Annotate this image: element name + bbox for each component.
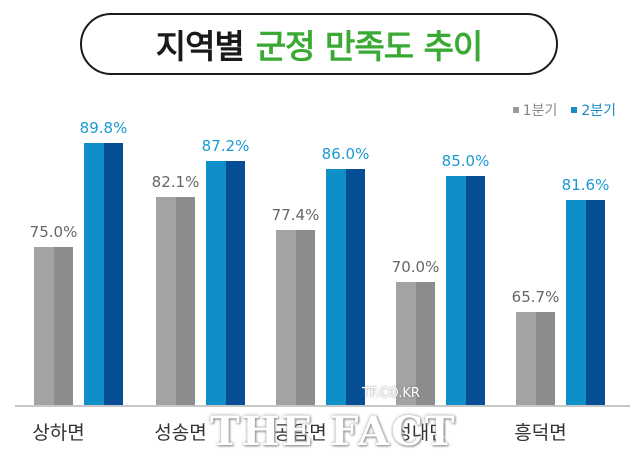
bar-q2 bbox=[206, 161, 245, 405]
bar-q2 bbox=[84, 143, 123, 405]
legend: 1분기 2분기 bbox=[512, 100, 616, 120]
value-label: 87.2% bbox=[201, 137, 250, 155]
legend-item-q1: 1분기 bbox=[512, 100, 558, 120]
bar-q1 bbox=[34, 247, 73, 405]
category-label: 흥덕면 bbox=[514, 422, 567, 444]
value-label: 85.0% bbox=[441, 152, 490, 170]
category-label: 성내면 bbox=[394, 422, 447, 444]
category-label: 성송면 bbox=[154, 422, 207, 444]
legend-item-q2: 2분기 bbox=[571, 100, 616, 120]
chart-title: 지역별 군정 만족도 추이 bbox=[80, 13, 558, 75]
value-label: 65.7% bbox=[511, 288, 560, 306]
category-label: 공음면 bbox=[274, 422, 327, 444]
category-label: 상하면 bbox=[32, 422, 85, 444]
legend-label-q2: 2분기 bbox=[581, 103, 616, 119]
bar-q2 bbox=[446, 176, 485, 405]
bar-q1 bbox=[396, 282, 435, 405]
value-label: 77.4% bbox=[271, 206, 320, 224]
legend-swatch-q1 bbox=[512, 107, 519, 113]
legend-label-q1: 1분기 bbox=[522, 103, 558, 119]
bar-q1 bbox=[516, 312, 555, 405]
bar-q1 bbox=[276, 230, 315, 405]
watermark: THE FACT bbox=[210, 408, 457, 455]
value-label: 89.8% bbox=[79, 119, 128, 137]
value-label: 70.0% bbox=[391, 258, 440, 276]
legend-swatch-q2 bbox=[571, 107, 578, 113]
title-dark-text: 지역별 bbox=[155, 27, 245, 66]
x-axis-line bbox=[15, 405, 630, 407]
bar-q2 bbox=[326, 169, 365, 405]
bar-q2 bbox=[566, 200, 605, 405]
value-label: 86.0% bbox=[321, 145, 370, 163]
value-label: 81.6% bbox=[561, 176, 610, 194]
title-green-text: 군정 만족도 추이 bbox=[255, 27, 483, 66]
bar-q1 bbox=[156, 197, 195, 405]
value-label: 82.1% bbox=[151, 173, 200, 191]
watermark-sub: TF.CO.KR bbox=[362, 386, 420, 401]
value-label: 75.0% bbox=[29, 223, 78, 241]
